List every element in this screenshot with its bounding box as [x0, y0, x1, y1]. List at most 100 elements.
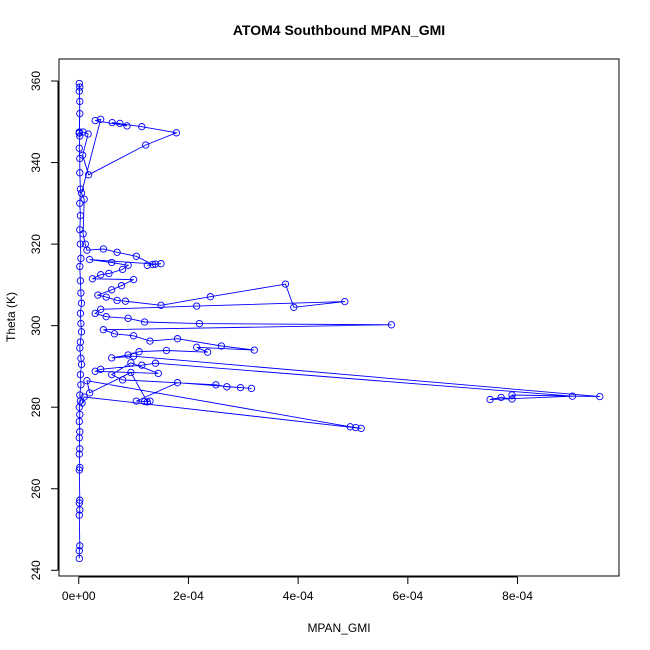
data-point: [76, 211, 85, 220]
data-point: [357, 424, 365, 433]
data-point: [508, 395, 516, 403]
data-point: [94, 291, 102, 299]
data-point: [88, 275, 97, 283]
data-point: [76, 410, 84, 419]
data-point: [110, 330, 119, 338]
data-point: [76, 262, 84, 271]
data-point: [142, 141, 150, 149]
data-point: [117, 282, 126, 290]
data-point: [236, 383, 245, 392]
data-point: [173, 379, 182, 387]
data-point: [83, 246, 91, 254]
data-point: [78, 151, 87, 159]
data-point: [77, 354, 85, 362]
data-point: [76, 370, 85, 379]
data-point: [75, 450, 83, 458]
data-point: [129, 332, 138, 340]
y-tick-label: 260: [29, 478, 43, 498]
data-point: [129, 275, 138, 284]
data-point: [76, 542, 84, 550]
data-point: [247, 384, 256, 393]
data-point: [118, 265, 127, 274]
y-tick-label: 320: [29, 234, 43, 254]
data-point: [108, 118, 116, 127]
data-point: [84, 171, 93, 179]
data-point: [97, 271, 105, 279]
data-point: [352, 423, 360, 432]
data-point: [77, 299, 86, 307]
data-point: [108, 258, 116, 267]
y-tick-label: 300: [29, 315, 43, 335]
data-point: [203, 348, 212, 356]
data-point: [75, 547, 83, 555]
data-point: [508, 391, 516, 399]
y-axis: 240 260 280 300 320 340 360: [29, 71, 59, 580]
data-point: [91, 309, 99, 318]
data-point: [75, 144, 83, 152]
data-point: [195, 319, 204, 328]
data-point: [76, 83, 84, 91]
data-point: [79, 128, 87, 136]
data-point: [76, 109, 84, 118]
y-tick-label: 280: [29, 397, 43, 417]
data-point: [387, 321, 396, 329]
data-point: [124, 351, 132, 359]
series-line: [78, 83, 600, 559]
data-point: [290, 303, 298, 311]
data-point: [217, 342, 226, 350]
y-tick-label: 240: [29, 560, 43, 580]
data-point: [113, 296, 121, 305]
data-point: [77, 328, 86, 336]
data-point: [140, 397, 149, 406]
x-tick-label: 6e-04: [392, 589, 423, 603]
data-point: [77, 319, 85, 328]
data-point: [79, 230, 87, 238]
data-point: [138, 123, 146, 131]
series-points-group: [75, 79, 604, 563]
data-point: [486, 395, 494, 404]
data-point: [223, 383, 231, 391]
x-tick-label: 8e-04: [502, 589, 533, 603]
data-point: [99, 245, 108, 253]
data-point: [116, 119, 124, 128]
data-point: [149, 260, 157, 269]
data-point: [157, 301, 165, 309]
data-point: [124, 261, 132, 269]
data-point: [568, 392, 577, 400]
data-point: [151, 359, 160, 367]
data-point: [154, 369, 162, 378]
data-point: [77, 254, 85, 263]
data-point: [75, 417, 83, 426]
data-point: [108, 286, 116, 294]
data-point: [76, 463, 84, 472]
data-point: [97, 305, 105, 313]
y-tick-label: 360: [29, 71, 43, 91]
data-point: [76, 496, 84, 504]
data-point: [86, 255, 94, 264]
data-point: [124, 314, 132, 322]
data-point: [76, 169, 84, 177]
x-tick-label: 2e-04: [173, 589, 204, 603]
data-point: [102, 293, 110, 301]
data-point: [77, 289, 85, 297]
data-point: [99, 326, 108, 334]
data-point: [206, 293, 215, 301]
data-point: [75, 79, 83, 88]
data-point: [75, 554, 83, 563]
y-tick-label: 340: [29, 152, 43, 172]
data-point: [596, 392, 604, 401]
data-point: [84, 130, 92, 138]
data-point: [75, 129, 83, 137]
plot-frame: [58, 58, 620, 577]
x-axis: 0e+00 2e-04 4e-04 6e-04 8e-04: [62, 576, 533, 603]
data-point: [76, 185, 85, 193]
data-point: [76, 391, 84, 399]
data-point: [129, 352, 138, 360]
data-point: [127, 368, 135, 377]
data-point: [75, 87, 83, 95]
data-point: [76, 97, 84, 106]
x-tick-label: 0e+00: [62, 589, 96, 603]
data-point: [105, 269, 113, 278]
data-point: [75, 511, 83, 519]
